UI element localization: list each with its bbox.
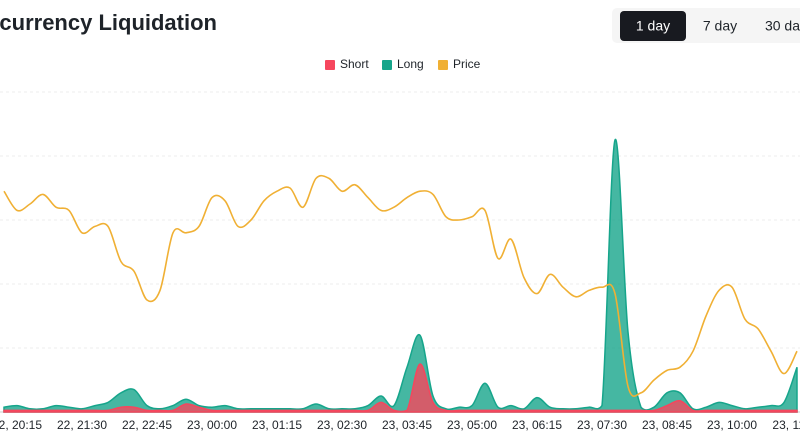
x-tick-label: 22, 21:30 xyxy=(57,418,107,432)
tab-active-bg[interactable] xyxy=(620,11,686,41)
x-tick-label: 23, 03:45 xyxy=(382,418,432,432)
x-tick-label: 23, 06:15 xyxy=(512,418,562,432)
line xyxy=(3,174,798,397)
legend-label: Long xyxy=(397,57,424,71)
tab[interactable]: 7 day xyxy=(703,18,737,34)
legend-label: Short xyxy=(340,57,369,71)
tab[interactable]: 1 day xyxy=(636,18,670,34)
legend-label: Price xyxy=(453,57,481,71)
legend-swatch xyxy=(438,60,448,70)
tab[interactable]: 30 day xyxy=(765,18,800,34)
legend-swatch xyxy=(382,60,392,70)
x-tick-label: 23, 02:30 xyxy=(317,418,367,432)
tabs: 1 day 7 day 30 day xyxy=(620,11,800,41)
x-tick-label: 23, 07:30 xyxy=(577,418,627,432)
x-tick-label: 23, 11:15 xyxy=(772,418,800,432)
x-tick-label: 22, 22:45 xyxy=(122,418,172,432)
area xyxy=(3,363,798,413)
x-tick-label: 23, 01:15 xyxy=(252,418,302,432)
chart: 22, 20:15 22, 21:30 22, 22:45 23, 00:00 23, … xyxy=(0,57,800,432)
x-tick-label: 23, 08:45 xyxy=(642,418,692,432)
x-tick-label: 23, 00:00 xyxy=(187,418,237,432)
x-tick-label: 22, 20:15 xyxy=(0,418,42,432)
x-tick-label: 23, 10:00 xyxy=(707,418,757,432)
legend-swatch xyxy=(325,60,335,70)
area xyxy=(3,139,798,413)
x-tick-label: 23, 05:00 xyxy=(447,418,497,432)
page-title: Cryptocurrency Liquidation xyxy=(0,10,217,35)
